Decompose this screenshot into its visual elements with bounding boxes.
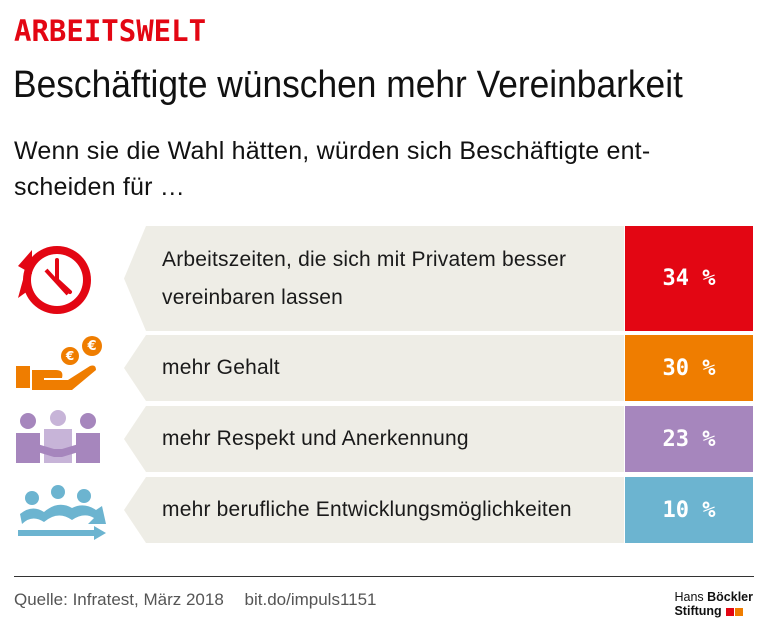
value-box: 34 %: [625, 226, 753, 331]
subtitle-line-1: Wenn sie die Wahl hätten, würden sich Be…: [14, 137, 651, 165]
value-box: 23 %: [625, 406, 753, 472]
value-label: 23 %: [662, 426, 716, 452]
svg-text:€: €: [65, 349, 74, 363]
value-box: 30 %: [625, 335, 753, 401]
hans-boeckler-logo: Hans Böckler Stiftung: [674, 590, 753, 619]
category-label: mehr Gehalt: [162, 356, 280, 379]
kicker: ARBEITSWELT: [14, 14, 207, 48]
footer-divider: [14, 576, 754, 577]
category-label: mehr Respekt und Anerkennung: [162, 427, 469, 450]
category-label: mehr berufliche Entwicklungsmöglichkeite…: [162, 498, 572, 521]
category-label: Arbeitszeiten, die sich mit Privatem bes…: [162, 247, 567, 309]
value-label: 10 %: [662, 497, 716, 523]
value-label: 34 %: [662, 266, 716, 291]
bar-row: € € mehr Gehalt 30 %: [0, 335, 767, 401]
chart-subtitle: Wenn sie die Wahl hätten, würden sich Be…: [14, 133, 754, 205]
logo-hans: Hans: [674, 590, 704, 604]
footer: Quelle: Infratest, März 2018 bit.do/impu…: [14, 589, 393, 611]
logo-stiftung: Stiftung: [674, 604, 722, 618]
bar-row: mehr Respekt und Anerkennung 23 %: [0, 406, 767, 472]
value-box: 10 %: [625, 477, 753, 543]
money-hand-icon: € €: [10, 335, 110, 401]
bar-row: mehr berufliche Entwicklungsmöglichkeite…: [0, 477, 767, 543]
logo-bars: [725, 605, 743, 619]
people-icon: [10, 406, 110, 472]
bar-row: Arbeitszeiten, die sich mit Privatem bes…: [0, 226, 767, 331]
logo-boeckler: Böckler: [707, 590, 753, 604]
value-label: 30 %: [662, 355, 716, 381]
subtitle-line-2: scheiden für …: [14, 173, 185, 201]
source-link[interactable]: bit.do/impuls1151: [244, 590, 377, 609]
category-band: [124, 406, 624, 472]
source-text: Quelle: Infratest, März 2018: [14, 590, 224, 609]
svg-text:€: €: [86, 339, 96, 354]
clock-icon: [10, 226, 110, 331]
career-arrow-icon: [10, 477, 110, 543]
category-band: [124, 335, 624, 401]
category-band: [124, 226, 624, 331]
chart-title: Beschäftigte wünschen mehr Vereinbarkeit: [13, 64, 683, 106]
category-band: [124, 477, 624, 543]
